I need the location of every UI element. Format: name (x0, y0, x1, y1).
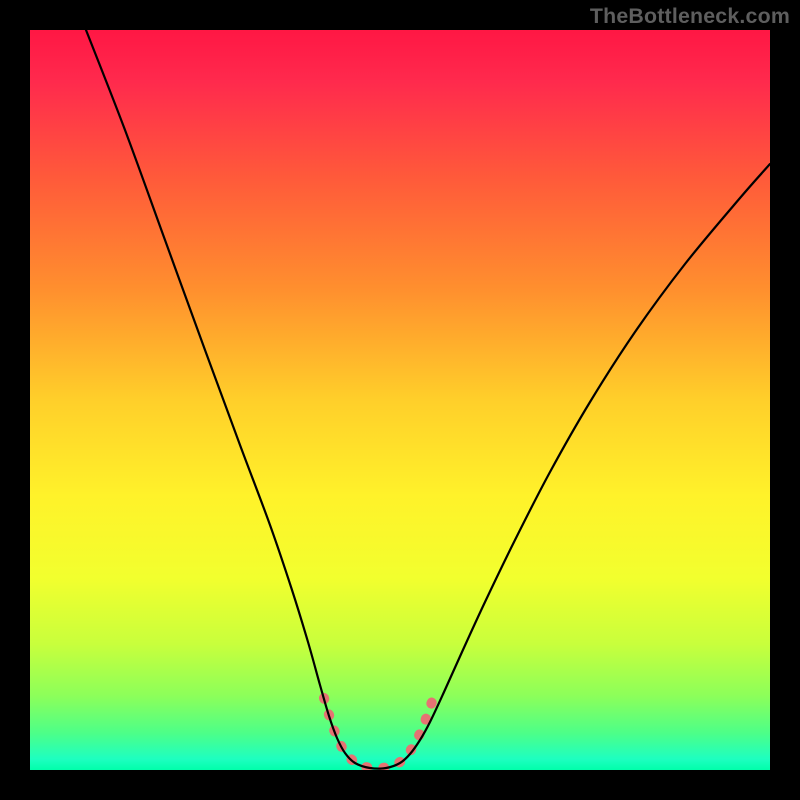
watermark-text: TheBottleneck.com (590, 4, 790, 29)
main-curve-path (86, 30, 770, 769)
chart-canvas: TheBottleneck.com (0, 0, 800, 800)
plot-area (30, 30, 770, 770)
highlight-band-path (324, 696, 434, 768)
chart-svg (30, 30, 770, 770)
